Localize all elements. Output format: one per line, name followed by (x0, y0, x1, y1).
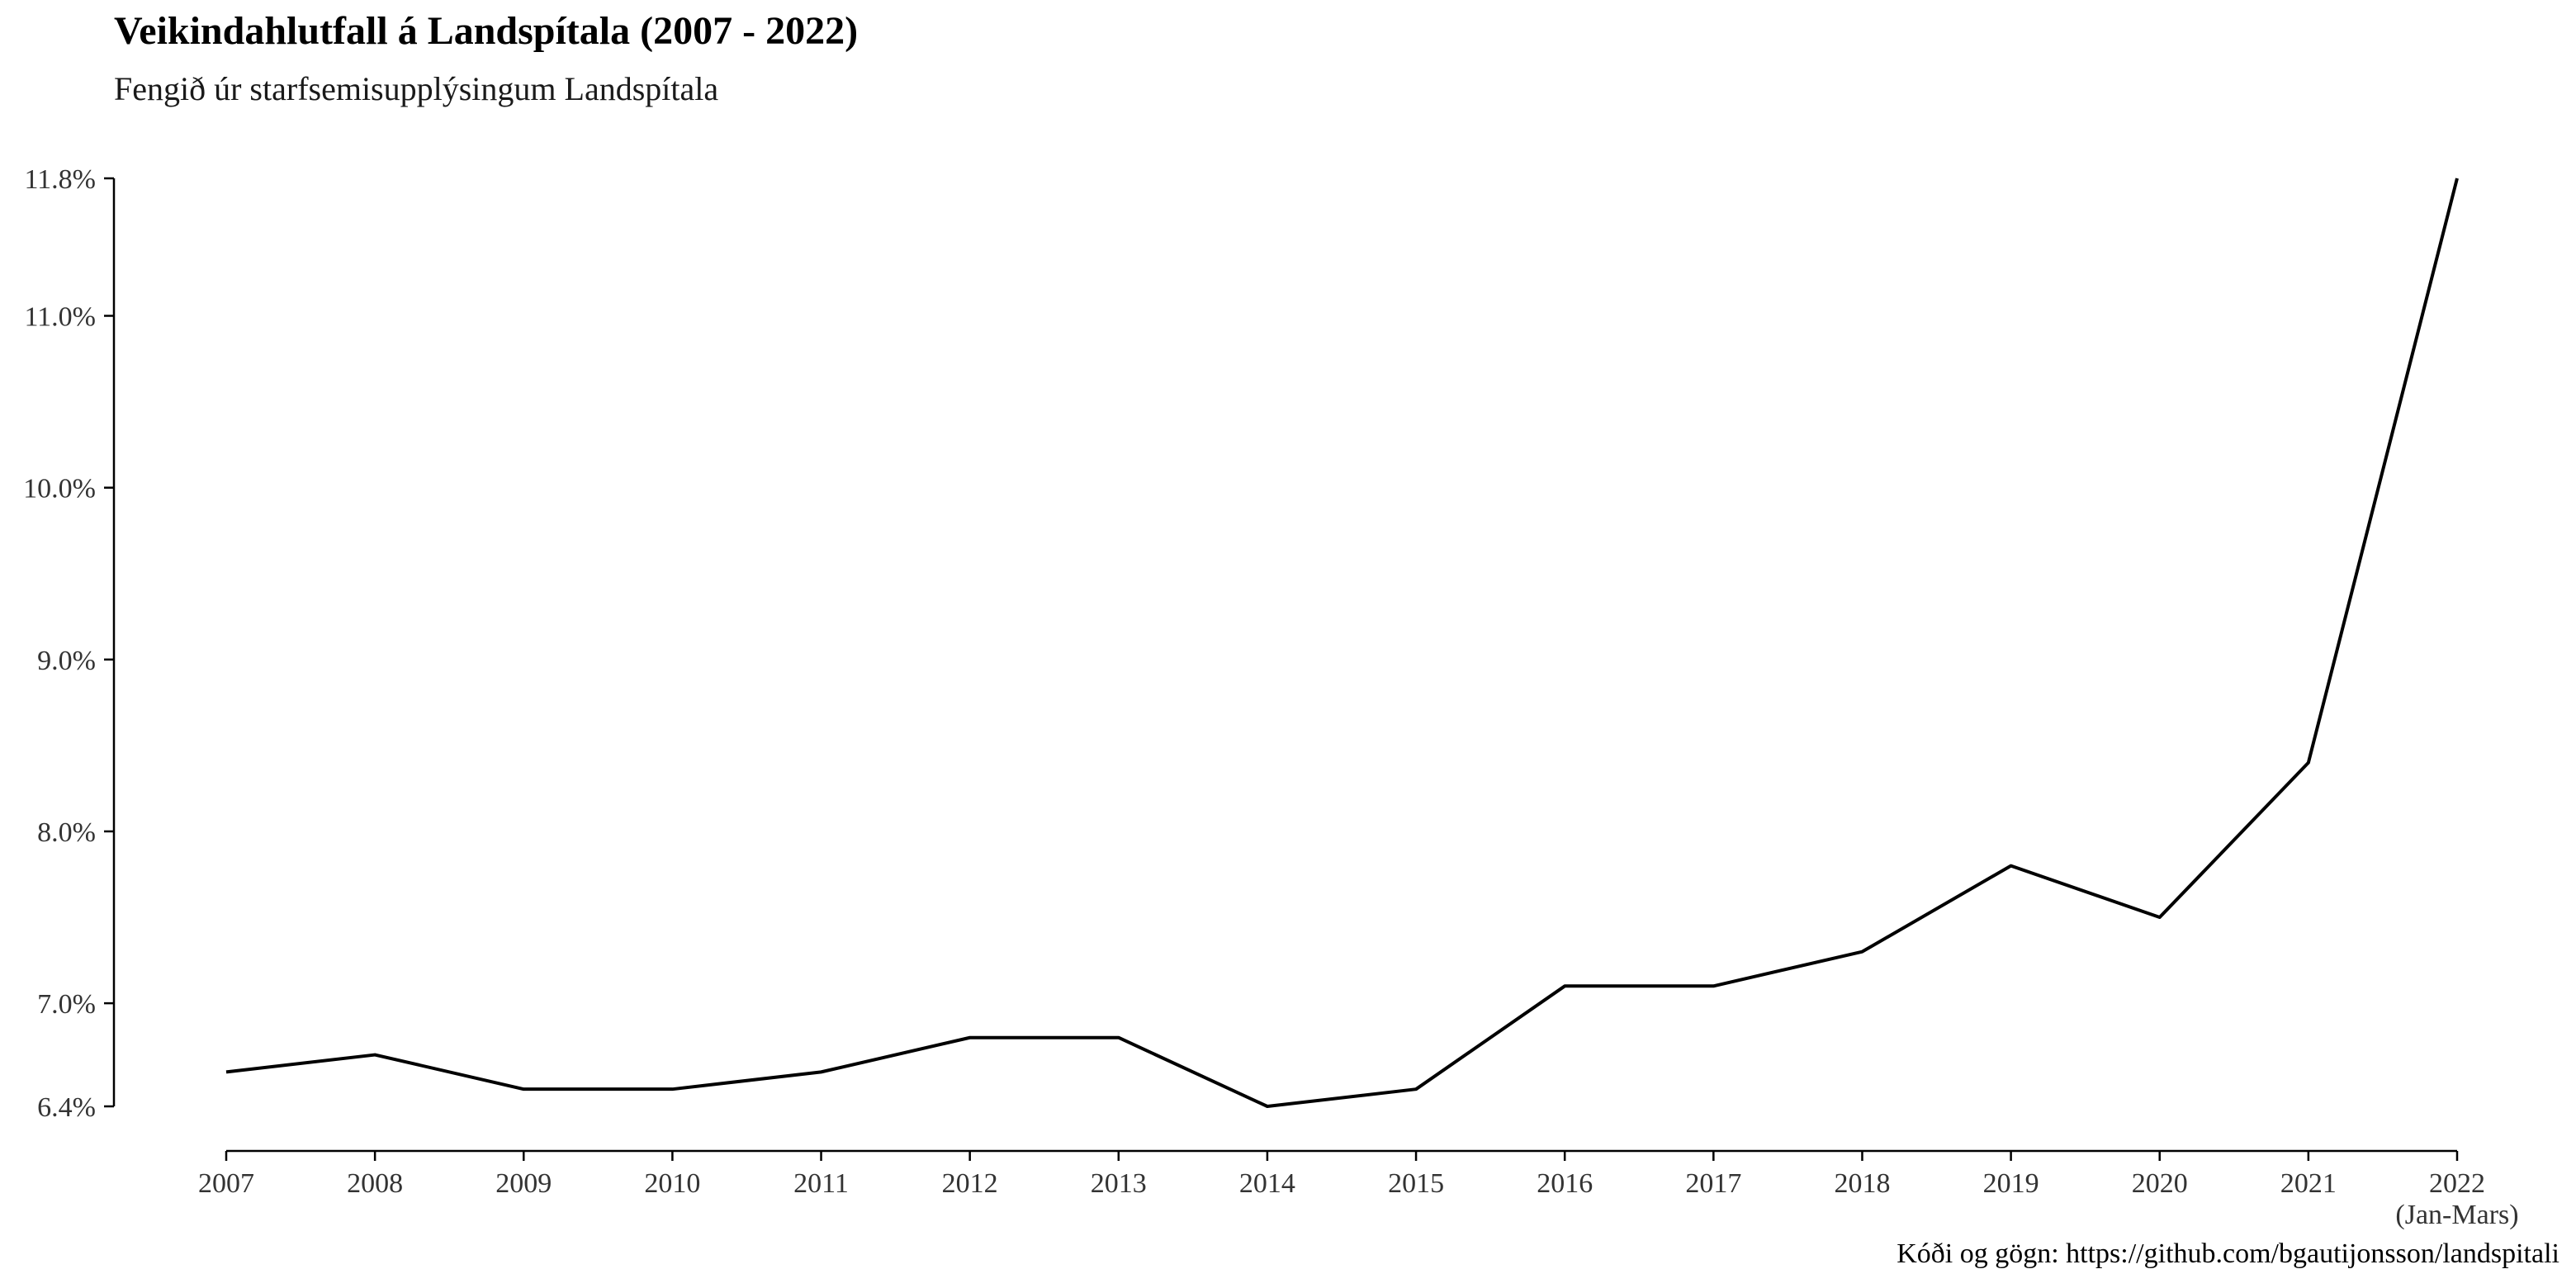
y-tick-label: 8.0% (37, 817, 96, 848)
y-tick-label: 10.0% (23, 474, 96, 504)
x-tick-label: 2020 (2132, 1168, 2188, 1199)
x-tick-label: 2018 (1834, 1168, 1890, 1199)
x-tick-label: 2019 (1983, 1168, 2039, 1199)
y-tick-label: 11.0% (24, 302, 96, 333)
y-axis: 6.4% 7.0% 8.0% 9.0% 10.0% 11.0% 11.8% (23, 164, 116, 1123)
x-tick-label: 2012 (942, 1168, 998, 1199)
x-tick-label: 2011 (793, 1168, 849, 1199)
chart-caption: Kóði og gögn: https://github.com/bgautij… (1896, 1238, 2559, 1269)
x-tick-label: 2007 (198, 1168, 254, 1199)
x-tick-label: 2014 (1239, 1168, 1295, 1199)
x-tick-label: 2013 (1091, 1168, 1147, 1199)
series-line (225, 178, 2459, 1108)
y-tick-label: 6.4% (37, 1092, 96, 1123)
x-tick-label: 2010 (644, 1168, 700, 1199)
series-line-group (225, 178, 2459, 1108)
chart-subtitle: Fengið úr starfsemisupplýsingum Landspít… (114, 70, 719, 107)
x-tick-label: 2008 (347, 1168, 403, 1199)
x-tick-label: 2022 (2429, 1168, 2485, 1199)
x-tick-label: 2016 (1537, 1168, 1593, 1199)
y-tick-label: 11.8% (24, 164, 96, 195)
chart-title: Veikindahlutfall á Landspítala (2007 - 2… (114, 9, 859, 53)
y-tick-label: 9.0% (37, 646, 96, 676)
x-axis: 2007 2008 2009 2010 2011 2012 2013 2014 2015 2016… (198, 1149, 2519, 1230)
x-tick-label: 2017 (1685, 1168, 1741, 1199)
x-tick-label: 2021 (2280, 1168, 2337, 1199)
x-tick-label: 2009 (495, 1168, 552, 1199)
y-tick-label: 7.0% (37, 989, 96, 1020)
x-tick-sublabel: (Jan-Mars) (2395, 1200, 2518, 1230)
x-tick-label: 2015 (1388, 1168, 1444, 1199)
